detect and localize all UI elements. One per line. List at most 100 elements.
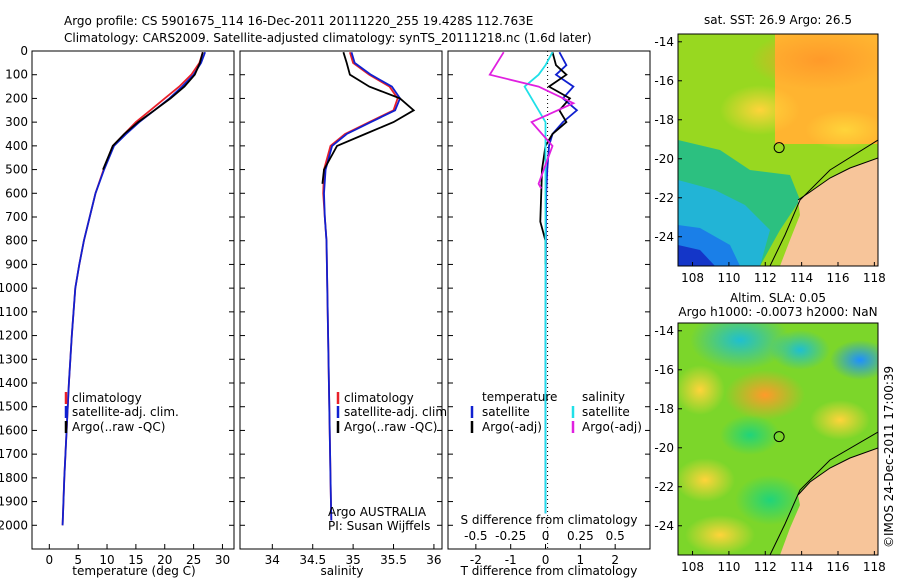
y-tick-label: 1800: [0, 471, 28, 485]
sst-map-ticks: 108 110 112 114 116 118 -14 -16 -18 -20 -22 -24: [654, 35, 885, 285]
sst-yellow-patch: [805, 110, 878, 150]
legend-label-s-argo: Argo(-adj): [582, 420, 642, 434]
sla-low-patch: [770, 330, 830, 370]
y-tick-label: 200: [5, 91, 28, 105]
depth-y-ticks: 0 100 200 300 400 500 600 700 800 900 1000 1100 1200…: [0, 44, 234, 532]
s-diff-label: S difference from climatology: [461, 513, 638, 527]
sla-high-patch: [678, 458, 735, 502]
float-owner: Argo AUSTRALIA: [328, 505, 427, 519]
t-diff-label: T difference from climatology: [460, 564, 638, 578]
s-diff-tick-label: 0: [542, 529, 550, 543]
sla-low-patch: [830, 340, 878, 380]
map-x-tick-label: 110: [717, 271, 740, 285]
australia-land: [780, 158, 878, 266]
map-x-tick-label: 118: [863, 271, 886, 285]
legend-label-s-satellite: satellite: [582, 405, 630, 419]
x-tick-label: 10: [99, 553, 114, 567]
sla-map-frame: [677, 322, 879, 556]
x-tick-label: 20: [157, 553, 172, 567]
map-y-tick-label: -22: [654, 191, 674, 205]
sst-map-title: sat. SST: 26.9 Argo: 26.5: [704, 13, 852, 27]
x-tick-label: 15: [128, 553, 143, 567]
sla-high-patch: [810, 400, 870, 440]
series-line-satellite-adj-clim-: [323, 51, 402, 521]
salinity-y-ticks: [240, 50, 442, 526]
map-y-tick-label: -16: [654, 74, 674, 88]
map-y-tick-label: -14: [654, 35, 674, 49]
legend-title-temperature: temperature: [482, 390, 557, 404]
x-tick-label: 2: [611, 553, 619, 567]
map-y-tick-label: -24: [654, 230, 674, 244]
argo-location-marker: [773, 142, 785, 154]
series-line-salinity-satellite: [523, 51, 554, 514]
title-line-1: Argo profile: CS 5901675_114 16-Dec-2011…: [64, 14, 533, 28]
x-tick-label: 35.5: [380, 553, 407, 567]
s-diff-tick-label: -0.25: [495, 529, 526, 543]
s-diff-tick-label: 0.5: [606, 529, 625, 543]
map-y-tick-label: -14: [654, 324, 674, 338]
sla-mid-patch: [720, 415, 780, 455]
x-tick-label: 0: [45, 553, 53, 567]
sla-high-patch: [725, 370, 805, 420]
x-tick-label: -1: [505, 553, 517, 567]
y-tick-label: 1000: [0, 281, 28, 295]
map-x-tick-label: 112: [754, 271, 777, 285]
legend-label-argo: Argo(..raw -QC): [344, 420, 437, 434]
y-tick-label: 700: [5, 210, 28, 224]
sla-map-title-1: Altim. SLA: 0.05: [730, 291, 826, 305]
temperature-xlabel: temperature (deg C): [72, 564, 195, 578]
y-tick-label: 2000: [0, 518, 28, 532]
y-tick-label: 1400: [0, 376, 28, 390]
sla-high-patch: [685, 515, 755, 555]
salinity-legend: climatology satellite-adj. clim. Argo(..…: [336, 391, 451, 434]
y-tick-label: 1600: [0, 423, 28, 437]
y-tick-label: 400: [5, 139, 28, 153]
map-y-tick-label: -18: [654, 402, 674, 416]
salinity-xlabel: salinity: [320, 564, 363, 578]
temperature-legend: climatology satellite-adj. clim. Argo(..…: [64, 391, 179, 434]
sst-deep-cold: [678, 245, 715, 266]
sla-map-title-2: Argo h1000: -0.0073 h2000: NaN: [678, 305, 877, 319]
legend-title-salinity: salinity: [582, 390, 625, 404]
difference-lines: [488, 51, 579, 514]
legend-label-satellite: satellite-adj. clim.: [72, 405, 179, 419]
series-line-argo-raw-qc-: [102, 51, 204, 170]
map-x-tick-label: 110: [717, 560, 740, 574]
map-y-tick-label: -22: [654, 480, 674, 494]
series-line-satellite-adj-clim-: [61, 51, 206, 526]
sla-map-field: [678, 323, 878, 555]
map-y-tick-label: -20: [654, 152, 674, 166]
temperature-lines: [61, 51, 206, 526]
x-tick-label: 34: [265, 553, 280, 567]
sst-bathy-contour: [769, 139, 878, 266]
y-tick-label: 1300: [0, 352, 28, 366]
legend-label-climatology: climatology: [344, 391, 414, 405]
x-tick-label: 25: [186, 553, 201, 567]
x-tick-label: 34.5: [299, 553, 326, 567]
map-x-tick-label: 112: [754, 560, 777, 574]
y-tick-label: 900: [5, 257, 28, 271]
salinity-x-ticks: 34 34.5 35 35.5 36: [265, 544, 442, 567]
sst-warm-core: [750, 34, 878, 90]
imos-stamp: ©IMOS 24-Dec-2011 17:00:39: [882, 366, 896, 548]
difference-axes: [447, 50, 651, 550]
s-diff-tick-label: -0.5: [464, 529, 487, 543]
salinity-panel: 34 34.5 35 35.5 36 salinity climatology sate…: [239, 50, 451, 578]
y-tick-label: 500: [5, 163, 28, 177]
salinity-diff-ticks: -0.5 -0.25 0 0.25 0.5: [464, 529, 625, 543]
sla-coastline: [797, 447, 878, 496]
map-x-tick-label: 116: [827, 271, 850, 285]
series-line-temperature-argo-adj-: [539, 51, 572, 265]
title-line-2: Climatology: CARS2009. Satellite-adjuste…: [64, 31, 592, 45]
y-tick-label: 600: [5, 186, 28, 200]
sst-coastline: [797, 157, 878, 201]
sst-map-panel: sat. SST: 26.9 Argo: 26.5 108 110 112 114 11…: [654, 13, 885, 285]
map-y-tick-label: -16: [654, 363, 674, 377]
sla-low-patch: [690, 323, 790, 370]
y-tick-label: 1100: [0, 305, 28, 319]
sst-map-frame: [677, 33, 879, 267]
y-tick-label: 1200: [0, 329, 28, 343]
y-tick-label: 1700: [0, 447, 28, 461]
sla-bathy-contour: [769, 431, 878, 555]
